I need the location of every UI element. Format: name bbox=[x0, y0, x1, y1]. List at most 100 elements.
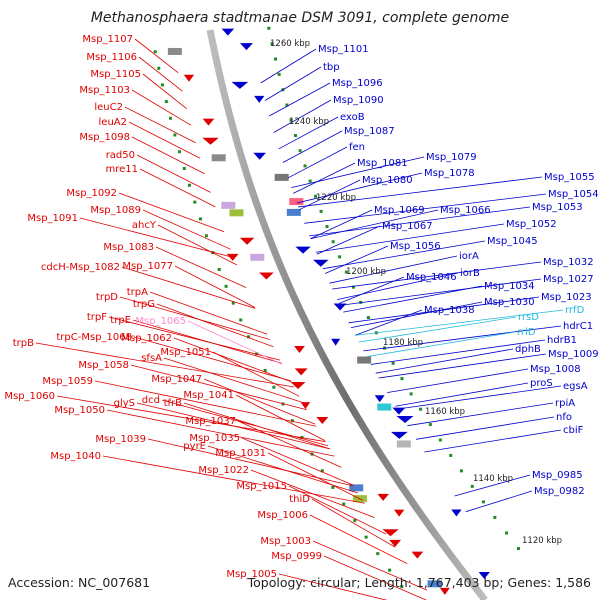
gene-label-left[interactable]: Msp_1077 bbox=[122, 261, 173, 272]
gene-label-left[interactable]: leuC2 bbox=[94, 102, 123, 113]
leader-line bbox=[187, 320, 283, 365]
gene-label-right[interactable]: Msp_1067 bbox=[382, 221, 433, 232]
gene-label-left[interactable]: trpC-Msp_1068 bbox=[56, 332, 132, 343]
gene-label-right[interactable]: Msp_1096 bbox=[332, 78, 383, 89]
gene-label-right[interactable]: Msp_1056 bbox=[390, 241, 441, 252]
gene-label-left[interactable]: Msp_1051 bbox=[160, 347, 211, 358]
gene-label-right[interactable]: tbp bbox=[323, 62, 340, 73]
gene-label-right[interactable]: Msp_1054 bbox=[548, 189, 599, 200]
gene-label-left[interactable]: mre11 bbox=[105, 164, 138, 175]
gene-label-right[interactable]: Msp_1053 bbox=[532, 202, 583, 213]
gene-label-right[interactable]: Msp_0982 bbox=[534, 486, 585, 497]
gene-label-right[interactable]: dphB bbox=[515, 344, 541, 355]
gene-label-left[interactable]: Msp_1050 bbox=[54, 405, 105, 416]
gene-label-left[interactable]: thiD bbox=[289, 494, 310, 505]
gene-label-left[interactable]: trpA bbox=[127, 287, 148, 298]
gene-label-right[interactable]: Msp_1052 bbox=[506, 219, 557, 230]
gene-label-left[interactable]: Msp_1098 bbox=[79, 132, 130, 143]
gene-label-left[interactable]: Msp_1040 bbox=[50, 451, 101, 462]
gene-label-left[interactable]: Msp_1003 bbox=[260, 536, 311, 547]
gene-label-left[interactable]: Msp_1062 bbox=[121, 333, 172, 344]
gene-label-right[interactable]: hdrB1 bbox=[547, 335, 577, 346]
gene-label-left[interactable]: Msp_1041 bbox=[183, 390, 234, 401]
gene-label-left[interactable]: Msp_1092 bbox=[66, 188, 117, 199]
gene-label-left[interactable]: Msp_1047 bbox=[151, 374, 202, 385]
gene-label-right[interactable]: Msp_1080 bbox=[362, 175, 413, 186]
gene-label-right[interactable]: hdrC1 bbox=[563, 321, 593, 332]
gene-label-left[interactable]: Msp_1006 bbox=[257, 510, 308, 521]
gene-label-left[interactable]: Msp_1065 bbox=[135, 316, 186, 327]
leader-line bbox=[343, 285, 483, 313]
gene-label-right[interactable]: iorA bbox=[459, 251, 479, 262]
gene-label-right[interactable]: Msp_1023 bbox=[541, 292, 592, 303]
gene-label-left[interactable]: glyS bbox=[114, 398, 135, 409]
gene-label-right[interactable]: Msp_1078 bbox=[424, 168, 475, 179]
gene-label-right[interactable]: Msp_1087 bbox=[344, 126, 395, 137]
gene-label-right[interactable]: Msp_1030 bbox=[484, 297, 535, 308]
gene-label-left[interactable]: Msp_1106 bbox=[86, 52, 137, 63]
gene-label-right[interactable]: Msp_1055 bbox=[544, 172, 595, 183]
gene-label-right[interactable]: Msp_1101 bbox=[318, 44, 369, 55]
gene-label-right[interactable]: Msp_1066 bbox=[440, 205, 491, 216]
gene-label-right[interactable]: rrsD bbox=[518, 312, 539, 323]
gene-label-left[interactable]: trpG bbox=[133, 299, 155, 310]
gene-label-left[interactable]: Msp_1022 bbox=[198, 465, 249, 476]
gene-label-right[interactable]: fen bbox=[349, 142, 365, 153]
gene-label-left[interactable]: Msp_1060 bbox=[4, 391, 55, 402]
gene-label-right[interactable]: Msp_0985 bbox=[532, 470, 583, 481]
leader-line bbox=[134, 38, 179, 74]
gene-label-right[interactable]: iorB bbox=[460, 268, 480, 279]
gene-label-left[interactable]: dcd bbox=[142, 395, 160, 406]
gene-label-right[interactable]: Msp_1008 bbox=[530, 364, 581, 375]
gene-label-right[interactable]: rrlD bbox=[517, 327, 536, 338]
gene-label-left[interactable]: Msp_1059 bbox=[42, 376, 93, 387]
tick-dot bbox=[164, 100, 168, 104]
gene-label-right[interactable]: Msp_1032 bbox=[543, 257, 594, 268]
gene-label-right[interactable]: Msp_1079 bbox=[426, 152, 477, 163]
gene-label-left[interactable]: leuA2 bbox=[99, 117, 127, 128]
gene-label-left[interactable]: Msp_1015 bbox=[236, 481, 287, 492]
gene-label-left[interactable]: Msp_1103 bbox=[79, 85, 130, 96]
gene-label-left[interactable]: rad50 bbox=[106, 150, 135, 161]
gene-label-right[interactable]: nfo bbox=[556, 412, 572, 423]
gene-label-right[interactable]: Msp_1069 bbox=[374, 205, 425, 216]
tick-dot bbox=[338, 255, 342, 259]
gene-label-right[interactable]: Msp_1046 bbox=[406, 272, 457, 283]
tick-dot bbox=[168, 116, 172, 120]
gene-label-right[interactable]: rrfD bbox=[565, 305, 585, 316]
gene-label-left[interactable]: Msp_1031 bbox=[215, 448, 266, 459]
gene-label-left[interactable]: Msp_1037 bbox=[185, 416, 236, 427]
gene-label-right[interactable]: egsA bbox=[563, 381, 588, 392]
gene-label-left[interactable]: Msp_1005 bbox=[226, 569, 277, 580]
gene-label-left[interactable]: tfrB bbox=[164, 398, 183, 409]
gene-label-left[interactable]: Msp_1089 bbox=[90, 205, 141, 216]
gene-label-left[interactable]: trpB bbox=[13, 338, 34, 349]
gene-label-left[interactable]: Msp_1105 bbox=[90, 69, 141, 80]
gene-label-left[interactable]: Msp_1107 bbox=[82, 34, 133, 45]
gene-label-left[interactable]: Msp_1091 bbox=[27, 213, 78, 224]
gene-label-left[interactable]: Msp_1058 bbox=[78, 360, 129, 371]
gene-label-left[interactable]: sfsA bbox=[141, 353, 162, 364]
gene-label-left[interactable]: trpD bbox=[96, 292, 118, 303]
gene-label-right[interactable]: Msp_1090 bbox=[333, 95, 384, 106]
gene-label-right[interactable]: Msp_1081 bbox=[357, 158, 408, 169]
gene-label-left[interactable]: trpE bbox=[110, 315, 131, 326]
gene-label-right[interactable]: Msp_1009 bbox=[548, 349, 599, 360]
gene-label-right[interactable]: Msp_1027 bbox=[543, 274, 594, 285]
gene-label-left[interactable]: trpF bbox=[87, 312, 107, 323]
gene-label-right[interactable]: Msp_1038 bbox=[424, 305, 475, 316]
leader-line bbox=[142, 209, 231, 250]
gene-label-right[interactable]: rpiA bbox=[555, 398, 575, 409]
gene-label-right[interactable]: proS bbox=[530, 378, 553, 389]
gene-label-left[interactable]: cdcH-Msp_1082 bbox=[41, 262, 120, 273]
gene-label-right[interactable]: Msp_1034 bbox=[484, 281, 535, 292]
gene-label-left[interactable]: Msp_1039 bbox=[95, 434, 146, 445]
gene-label-right[interactable]: cbiF bbox=[563, 425, 584, 436]
gene-label-left[interactable]: pyrE bbox=[183, 441, 206, 452]
gene-label-left[interactable]: Msp_1035 bbox=[189, 433, 240, 444]
gene-label-right[interactable]: Msp_1045 bbox=[487, 236, 538, 247]
gene-label-left[interactable]: Msp_0999 bbox=[271, 551, 322, 562]
gene-label-left[interactable]: Msp_1083 bbox=[103, 242, 154, 253]
gene-label-right[interactable]: exoB bbox=[340, 112, 365, 123]
gene-label-left[interactable]: ahcY bbox=[132, 220, 157, 231]
